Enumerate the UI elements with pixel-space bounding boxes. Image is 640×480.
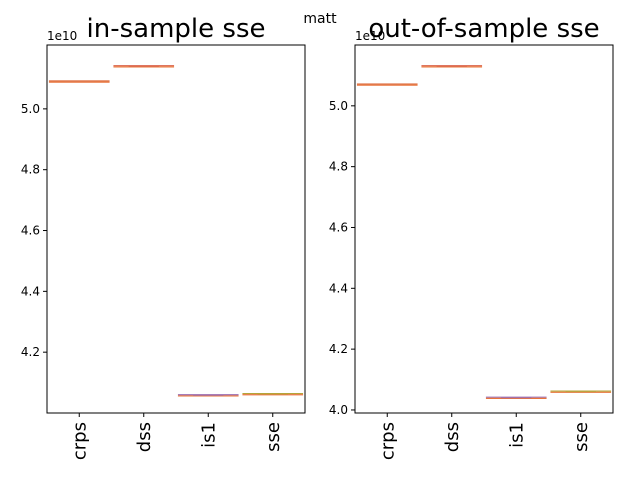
box-crps (48, 80, 110, 83)
x-tick-label: dss (134, 422, 155, 452)
figure-suptitle: matt (303, 11, 337, 27)
y-tick-label: 5.0 (329, 99, 348, 113)
y-tick-label: 4.8 (21, 163, 40, 177)
box-is1 (485, 396, 547, 399)
y-tick-label: 4.8 (329, 160, 348, 174)
box-is1 (177, 394, 239, 397)
x-tick-label: dss (442, 422, 463, 452)
box-dss (113, 65, 175, 68)
x-tick-label: crps (377, 422, 398, 460)
x-tick-label: sse (263, 422, 284, 452)
x-tick-label: sse (571, 422, 592, 452)
plot-frame (354, 44, 614, 414)
plot-frame (46, 44, 306, 414)
y-tick-label: 4.4 (21, 284, 40, 298)
x-tick-label: is1 (198, 422, 219, 448)
box-dss (421, 65, 483, 68)
panel-title: in-sample sse (87, 14, 266, 44)
y-tick-label: 4.0 (329, 403, 348, 417)
y-tick-label: 4.6 (21, 224, 40, 238)
x-tick-label: crps (69, 422, 90, 460)
y-tick-label: 5.0 (21, 102, 40, 116)
panel-1: in-sample sse 1e10 4.2 4.4 4.6 4.8 5.0 crps dss i… (21, 14, 306, 460)
box-sse (242, 392, 304, 396)
y-offset-label: 1e10 (355, 29, 385, 43)
y-tick-label: 4.2 (21, 345, 40, 359)
x-tick-label: is1 (506, 422, 527, 448)
panels: in-sample sse 1e10 4.2 4.4 4.6 4.8 5.0 crps dss i… (21, 14, 614, 460)
y-tick-label: 4.4 (329, 281, 348, 295)
box-sse (550, 390, 612, 393)
panel-title: out-of-sample sse (368, 14, 599, 44)
box-crps (356, 83, 418, 86)
y-tick-label: 4.6 (329, 220, 348, 234)
y-tick-label: 4.2 (329, 342, 348, 356)
y-offset-label: 1e10 (47, 29, 77, 43)
